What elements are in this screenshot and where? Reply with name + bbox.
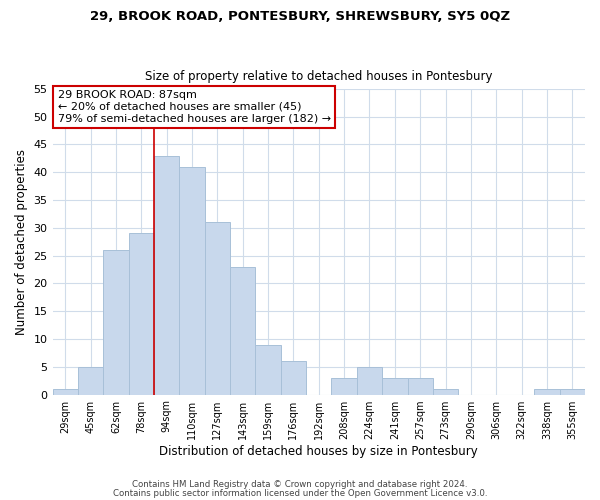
Bar (382, 378, 407, 394)
Bar (205, 222, 230, 394)
Bar (154, 156, 179, 394)
Title: Size of property relative to detached houses in Pontesbury: Size of property relative to detached ho… (145, 70, 493, 84)
Bar (331, 378, 357, 394)
Bar (560, 389, 585, 394)
X-axis label: Distribution of detached houses by size in Pontesbury: Distribution of detached houses by size … (160, 444, 478, 458)
Text: 29 BROOK ROAD: 87sqm
← 20% of detached houses are smaller (45)
79% of semi-detac: 29 BROOK ROAD: 87sqm ← 20% of detached h… (58, 90, 331, 124)
Bar (256, 344, 281, 395)
Y-axis label: Number of detached properties: Number of detached properties (15, 148, 28, 334)
Bar (357, 367, 382, 394)
Bar (78, 367, 103, 394)
Text: Contains HM Land Registry data © Crown copyright and database right 2024.: Contains HM Land Registry data © Crown c… (132, 480, 468, 489)
Bar (407, 378, 433, 394)
Bar (230, 266, 256, 394)
Text: Contains public sector information licensed under the Open Government Licence v3: Contains public sector information licen… (113, 490, 487, 498)
Bar (281, 361, 306, 394)
Bar (534, 389, 560, 394)
Bar (179, 166, 205, 394)
Bar (103, 250, 128, 394)
Bar (128, 234, 154, 394)
Bar (53, 389, 78, 394)
Text: 29, BROOK ROAD, PONTESBURY, SHREWSBURY, SY5 0QZ: 29, BROOK ROAD, PONTESBURY, SHREWSBURY, … (90, 10, 510, 23)
Bar (433, 389, 458, 394)
